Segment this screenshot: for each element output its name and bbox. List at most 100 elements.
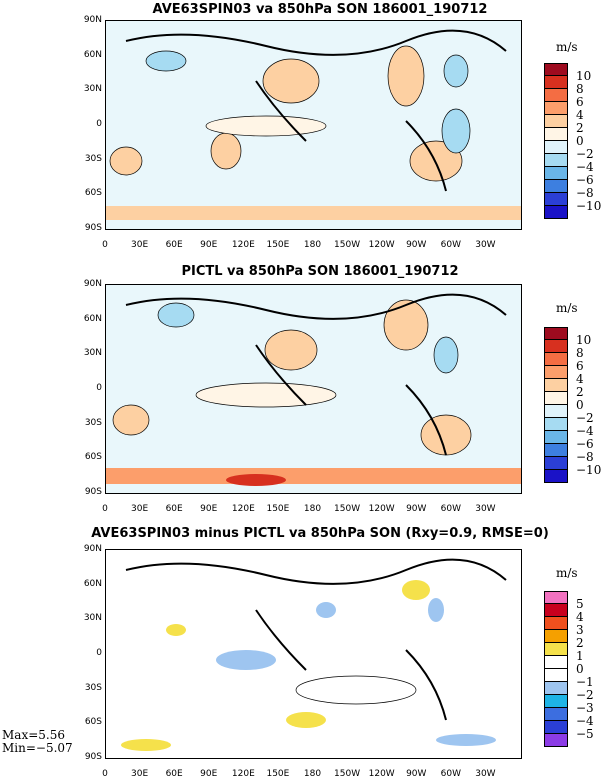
colorbar-swatch <box>544 193 568 206</box>
panel-3-map <box>105 549 522 759</box>
colorbar-swatch <box>544 444 568 457</box>
colorbar-label: 1 <box>576 649 584 663</box>
colorbar-swatch <box>544 656 568 669</box>
lon-label: 150E <box>266 769 290 779</box>
lon-label: 60W <box>440 504 462 514</box>
colorbar-3-unit: m/s <box>556 566 578 580</box>
lat-label: 60S <box>84 188 102 199</box>
colorbar-swatch <box>544 708 568 721</box>
lon-label: 30E <box>131 769 149 779</box>
colorbar-label: −4 <box>576 160 594 174</box>
colorbar-swatch <box>544 431 568 444</box>
lat-label: 90S <box>84 223 102 233</box>
lon-label: 60W <box>440 240 462 250</box>
colorbar-label: −6 <box>576 173 594 187</box>
colorbar-label: 3 <box>576 623 584 637</box>
colorbar-swatch <box>544 617 568 630</box>
lon-label: 120E <box>231 504 255 514</box>
lat-label: 30N <box>83 613 102 624</box>
lat-label: 60N <box>83 313 102 324</box>
colorbar-label: −6 <box>576 437 594 451</box>
lat-label: 90S <box>84 487 102 497</box>
colorbar-swatch <box>544 340 568 353</box>
colorbar-swatch <box>544 115 568 128</box>
colorbar-swatch <box>544 154 568 167</box>
colorbar-swatch <box>544 379 568 392</box>
lon-label: 0 <box>102 504 108 514</box>
lat-label: 30S <box>84 682 102 693</box>
lon-label: 90E <box>200 504 218 514</box>
colorbar-label: 5 <box>576 597 584 611</box>
colorbar-swatch <box>544 734 568 747</box>
colorbar-3 <box>544 591 568 747</box>
lon-label: 90E <box>200 769 218 779</box>
lon-label: 180 <box>303 240 322 250</box>
lat-label: 60S <box>84 452 102 463</box>
colorbar-swatch <box>544 353 568 366</box>
lat-label: 60N <box>83 49 102 60</box>
lon-label: 30E <box>131 240 149 250</box>
colorbar-label: 10 <box>576 333 592 347</box>
colorbar-label: 6 <box>576 359 584 373</box>
colorbar-label: 4 <box>576 108 584 122</box>
lon-label: 150W <box>334 504 361 514</box>
colorbar-label: −2 <box>576 147 594 161</box>
colorbar-2 <box>544 327 568 483</box>
lon-label: 60W <box>440 769 462 779</box>
lon-label: 0 <box>102 240 108 250</box>
colorbar-label: −2 <box>576 411 594 425</box>
lon-label: 30E <box>131 504 149 514</box>
colorbar-swatch <box>544 327 568 340</box>
lon-label: 120E <box>231 240 255 250</box>
panel-1-title: AVE63SPIN03 va 850hPa SON 186001_190712 <box>152 2 488 17</box>
min-value: Min=−5.07 <box>2 741 73 755</box>
colorbar-label: −2 <box>576 688 594 702</box>
lat-label: 90N <box>83 544 102 554</box>
colorbar-label: 2 <box>576 636 584 650</box>
colorbar-swatch <box>544 392 568 405</box>
panel-2-title: PICTL va 850hPa SON 186001_190712 <box>181 264 459 279</box>
colorbar-swatch <box>544 206 568 219</box>
colorbar-label: −10 <box>576 463 602 477</box>
colorbar-label: 0 <box>576 662 584 676</box>
colorbar-swatch <box>544 457 568 470</box>
lat-label: 30S <box>84 153 102 164</box>
lon-label: 60E <box>165 504 183 514</box>
lon-label: 60E <box>165 240 183 250</box>
lon-label: 150E <box>266 504 290 514</box>
lon-label: 180 <box>303 504 322 514</box>
colorbar-swatch <box>544 405 568 418</box>
colorbar-label: −8 <box>576 186 594 200</box>
colorbar-swatch <box>544 418 568 431</box>
lat-label: 0 <box>96 119 102 129</box>
max-value: Max=5.56 <box>2 728 65 742</box>
colorbar-label: 8 <box>576 346 584 360</box>
lon-label: 60E <box>165 769 183 779</box>
panel-1-map <box>105 20 522 230</box>
colorbar-swatch <box>544 695 568 708</box>
colorbar-swatch <box>544 128 568 141</box>
colorbar-label: 6 <box>576 95 584 109</box>
colorbar-label: −3 <box>576 701 594 715</box>
panel-3-title: AVE63SPIN03 minus PICTL va 850hPa SON (R… <box>91 526 549 541</box>
colorbar-swatch <box>544 643 568 656</box>
colorbar-swatch <box>544 721 568 734</box>
colorbar-label: −4 <box>576 714 594 728</box>
colorbar-label: 10 <box>576 69 592 83</box>
lon-label: 90W <box>406 240 427 250</box>
colorbar-2-unit: m/s <box>556 301 578 315</box>
lat-label: 90S <box>84 752 102 762</box>
lon-label: 150W <box>334 769 361 779</box>
colorbar-swatch <box>544 604 568 617</box>
lon-label: 90W <box>406 769 427 779</box>
lon-label: 120E <box>231 769 255 779</box>
lat-label: 60N <box>83 578 102 589</box>
colorbar-label: 8 <box>576 82 584 96</box>
panel-2-map <box>105 284 522 494</box>
colorbar-label: −5 <box>576 727 594 741</box>
colorbar-1 <box>544 63 568 219</box>
lon-label: 120W <box>368 769 395 779</box>
colorbar-label: −1 <box>576 675 594 689</box>
lat-label: 60S <box>84 717 102 728</box>
colorbar-swatch <box>544 167 568 180</box>
